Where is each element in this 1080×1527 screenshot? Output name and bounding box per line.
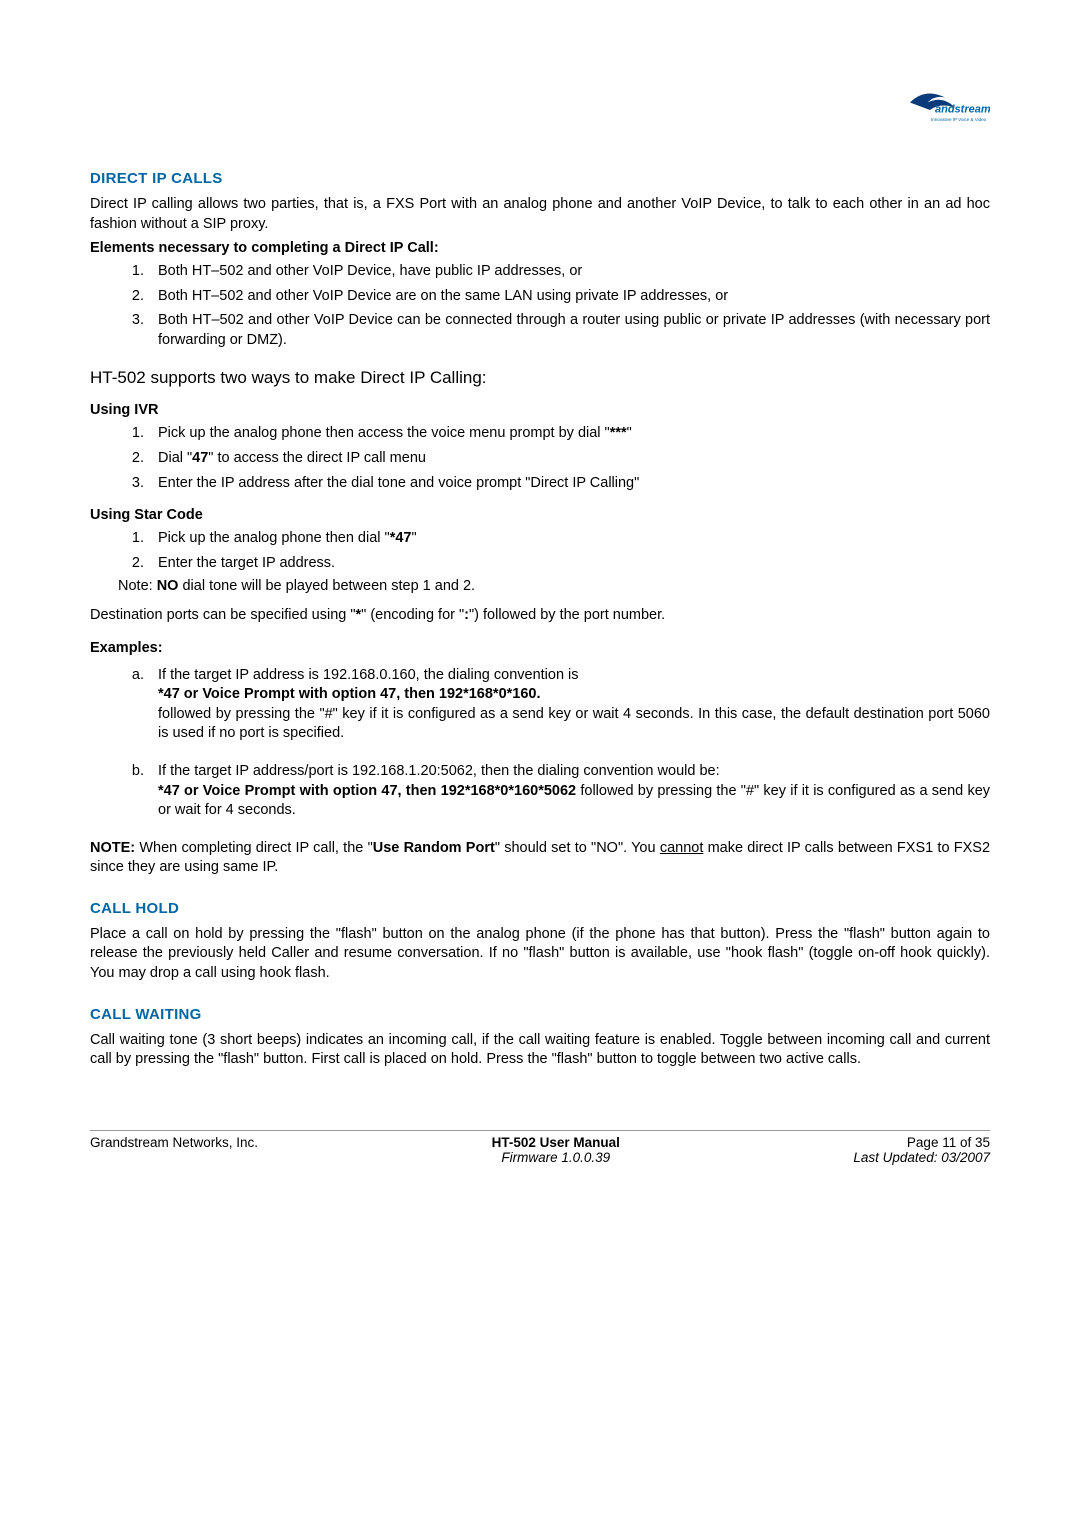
example-b: If the target IP address/port is 192.168… bbox=[148, 762, 990, 821]
list-item: Pick up the analog phone then dial "*47" bbox=[148, 529, 990, 549]
logo-brand-text: andstream bbox=[935, 104, 990, 116]
example-a-line1: If the target IP address is 192.168.0.16… bbox=[158, 667, 579, 683]
elements-list: Both HT–502 and other VoIP Device, have … bbox=[148, 262, 990, 350]
example-a-bold: *47 or Voice Prompt with option 47, then… bbox=[158, 686, 541, 702]
footer-manual-title: HT-502 User Manual bbox=[492, 1135, 620, 1150]
footer-page-num: Page 11 of 35 bbox=[907, 1135, 990, 1150]
heading-direct-ip-calls: DIRECT IP CALLS bbox=[90, 170, 990, 187]
logo-tagline: Innovative IP Voice & Video bbox=[931, 117, 987, 122]
brand-logo: andstream Innovative IP Voice & Video bbox=[900, 85, 990, 130]
footer-right: Page 11 of 35 Last Updated: 03/2007 bbox=[853, 1135, 990, 1165]
two-ways-heading: HT-502 supports two ways to make Direct … bbox=[90, 368, 990, 388]
heading-call-waiting: CALL WAITING bbox=[90, 1006, 990, 1023]
footer-firmware: Firmware 1.0.0.39 bbox=[501, 1150, 610, 1165]
using-ivr-heading: Using IVR bbox=[90, 402, 990, 418]
footer-divider bbox=[90, 1130, 990, 1131]
list-item: Enter the IP address after the dial tone… bbox=[148, 474, 990, 494]
star-code-list: Pick up the analog phone then dial "*47"… bbox=[148, 529, 990, 573]
list-item: Both HT–502 and other VoIP Device can be… bbox=[148, 311, 990, 350]
example-a-line2: followed by pressing the "#" key if it i… bbox=[158, 706, 990, 742]
using-star-code-heading: Using Star Code bbox=[90, 507, 990, 523]
footer-center: HT-502 User Manual Firmware 1.0.0.39 bbox=[492, 1135, 620, 1165]
list-item: Pick up the analog phone then access the… bbox=[148, 424, 990, 444]
examples-heading: Examples: bbox=[90, 640, 990, 656]
heading-call-hold: CALL HOLD bbox=[90, 900, 990, 917]
footer-company: Grandstream Networks, Inc. bbox=[90, 1135, 258, 1165]
destination-ports-text: Destination ports can be specified using… bbox=[90, 606, 990, 626]
example-a: If the target IP address is 192.168.0.16… bbox=[148, 666, 990, 744]
ivr-list: Pick up the analog phone then access the… bbox=[148, 424, 990, 493]
example-b-line1: If the target IP address/port is 192.168… bbox=[158, 763, 720, 779]
examples-list: If the target IP address is 192.168.0.16… bbox=[148, 666, 990, 821]
call-waiting-body: Call waiting tone (3 short beeps) indica… bbox=[90, 1031, 990, 1070]
direct-ip-intro: Direct IP calling allows two parties, th… bbox=[90, 195, 990, 234]
list-item: Enter the target IP address. bbox=[148, 554, 990, 574]
note-random-port: NOTE: When completing direct IP call, th… bbox=[90, 839, 990, 878]
list-item: Both HT–502 and other VoIP Device, have … bbox=[148, 262, 990, 282]
list-item: Dial "47" to access the direct IP call m… bbox=[148, 449, 990, 469]
page-footer: Grandstream Networks, Inc. HT-502 User M… bbox=[90, 1135, 990, 1165]
call-hold-body: Place a call on hold by pressing the "fl… bbox=[90, 925, 990, 984]
footer-updated: Last Updated: 03/2007 bbox=[853, 1150, 990, 1165]
no-dial-tone-note: Note: NO dial tone will be played betwee… bbox=[118, 578, 990, 594]
list-item: Both HT–502 and other VoIP Device are on… bbox=[148, 287, 990, 307]
elements-necessary-label: Elements necessary to completing a Direc… bbox=[90, 240, 990, 256]
example-b-bold: *47 or Voice Prompt with option 47, then… bbox=[158, 783, 576, 799]
